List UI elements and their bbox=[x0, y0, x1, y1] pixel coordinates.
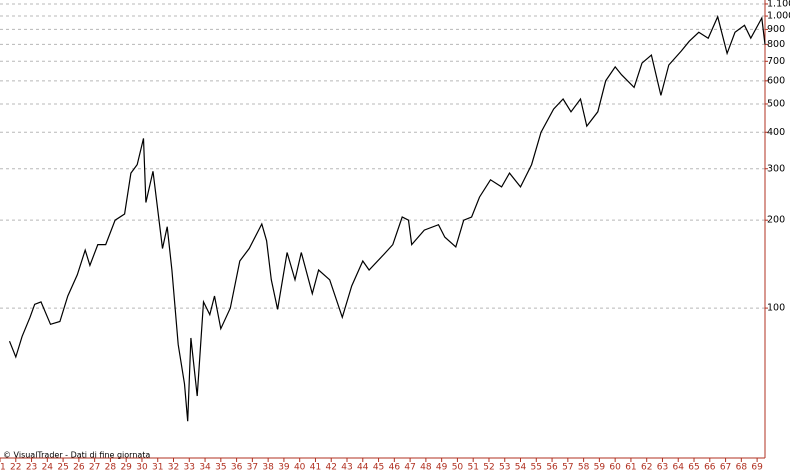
x-tick-label: 39 bbox=[278, 463, 290, 471]
x-tick-label: 67 bbox=[720, 463, 731, 471]
x-tick-label: 27 bbox=[89, 463, 100, 471]
x-tick-label: 49 bbox=[436, 463, 448, 471]
x-tick-label: 53 bbox=[499, 463, 510, 471]
x-tick-label: 63 bbox=[657, 463, 668, 471]
y-tick-label: 900 bbox=[767, 24, 785, 35]
x-tick-label: 65 bbox=[688, 463, 699, 471]
x-tick-label: 25 bbox=[57, 463, 68, 471]
x-tick-label: 32 bbox=[168, 463, 179, 471]
x-tick-label: 68 bbox=[736, 463, 748, 471]
x-tick-label: 59 bbox=[594, 463, 606, 471]
x-tick-label: 47 bbox=[404, 463, 415, 471]
y-tick-label: 500 bbox=[767, 98, 785, 109]
x-tick-label: 36 bbox=[231, 463, 243, 471]
source-note: © VisualTrader - Dati di fine giornata bbox=[3, 451, 150, 460]
x-tick-label: 54 bbox=[515, 463, 527, 471]
x-tick-label: 46 bbox=[389, 463, 401, 471]
x-tick-label: 55 bbox=[531, 463, 542, 471]
x-tick-label: 62 bbox=[641, 463, 652, 471]
y-tick-label: 400 bbox=[767, 127, 785, 138]
x-tick-label: 33 bbox=[184, 463, 195, 471]
y-tick-label: 100 bbox=[767, 303, 785, 314]
x-tick-label: 50 bbox=[452, 463, 464, 471]
x-tick-label: 51 bbox=[467, 463, 478, 471]
x-tick-label: 41 bbox=[310, 463, 321, 471]
x-tick-label: 61 bbox=[625, 463, 636, 471]
x-tick-label: 30 bbox=[136, 463, 148, 471]
x-tick-label: 31 bbox=[152, 463, 163, 471]
x-tick-label: 56 bbox=[546, 463, 558, 471]
x-tick-label: 34 bbox=[199, 463, 211, 471]
y-tick-label: 1.000 bbox=[767, 11, 790, 22]
y-tick-label: 200 bbox=[767, 215, 785, 226]
x-tick-label: 52 bbox=[483, 463, 494, 471]
x-tick-label: 64 bbox=[673, 463, 685, 471]
x-tick-label: 57 bbox=[562, 463, 573, 471]
x-tick-label: 28 bbox=[105, 463, 117, 471]
y-tick-label: 1.100 bbox=[767, 0, 790, 9]
x-tick-label: 22 bbox=[10, 463, 21, 471]
y-tick-label: 800 bbox=[767, 39, 785, 50]
x-tick-label: 35 bbox=[215, 463, 226, 471]
x-tick-label: 60 bbox=[609, 463, 621, 471]
x-tick-label: 43 bbox=[341, 463, 352, 471]
x-tick-label: 44 bbox=[357, 463, 369, 471]
y-tick-label: 300 bbox=[767, 163, 785, 174]
x-tick-label: 26 bbox=[73, 463, 85, 471]
x-tick-label: 37 bbox=[247, 463, 258, 471]
x-tick-label: 29 bbox=[120, 463, 132, 471]
x-tick-label: 24 bbox=[42, 463, 54, 471]
x-tick-label: 42 bbox=[326, 463, 337, 471]
x-tick-label: 23 bbox=[26, 463, 37, 471]
y-tick-label: 600 bbox=[767, 75, 785, 86]
x-tick-label: 38 bbox=[262, 463, 274, 471]
x-tick-label: 66 bbox=[704, 463, 716, 471]
x-tick-label: 48 bbox=[420, 463, 432, 471]
x-tick-label: 21 bbox=[0, 463, 6, 471]
x-tick-label: 69 bbox=[751, 463, 763, 471]
price-line bbox=[8, 14, 766, 422]
x-tick-label: 40 bbox=[294, 463, 306, 471]
x-tick-label: 58 bbox=[578, 463, 590, 471]
y-tick-label: 700 bbox=[767, 56, 785, 67]
x-tick-label: 45 bbox=[373, 463, 384, 471]
